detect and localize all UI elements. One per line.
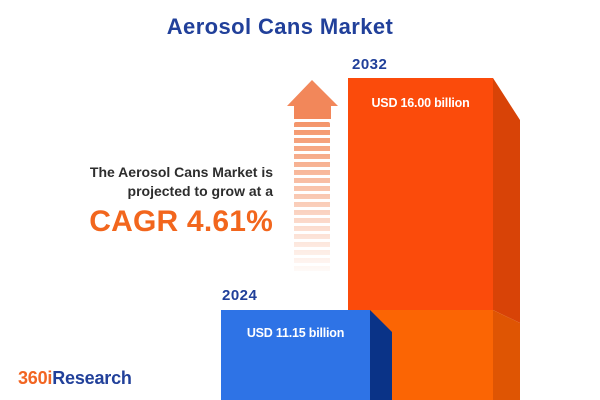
label-year-2032: 2032 — [352, 56, 388, 73]
description-line1: The Aerosol Cans Market is — [89, 164, 273, 180]
description-block: The Aerosol Cans Market is projected to … — [13, 163, 273, 239]
description-line2: projected to grow at a — [127, 183, 273, 199]
label-year-2024: 2024 — [222, 287, 258, 304]
logo-part-360i: 360i — [18, 368, 53, 388]
bar-2032-side — [493, 78, 520, 323]
bar-2024-side — [370, 310, 392, 400]
growth-arrow-fade-overlay — [294, 122, 330, 274]
brand-logo: 360iResearch — [18, 368, 132, 389]
bar-2032-base-side — [493, 310, 520, 400]
bar-2024-face — [221, 310, 370, 400]
bar-2032-face — [348, 78, 493, 310]
page-title: Aerosol Cans Market — [166, 14, 394, 39]
logo-part-research: Research — [52, 368, 132, 388]
growth-arrow-head-icon — [287, 80, 338, 119]
bar-2024-value-label: USD 11.15 billion — [246, 326, 345, 340]
bar-2032-value-label: USD 16.00 billion — [371, 96, 470, 110]
cagr-value: CAGR 4.61% — [89, 205, 273, 238]
